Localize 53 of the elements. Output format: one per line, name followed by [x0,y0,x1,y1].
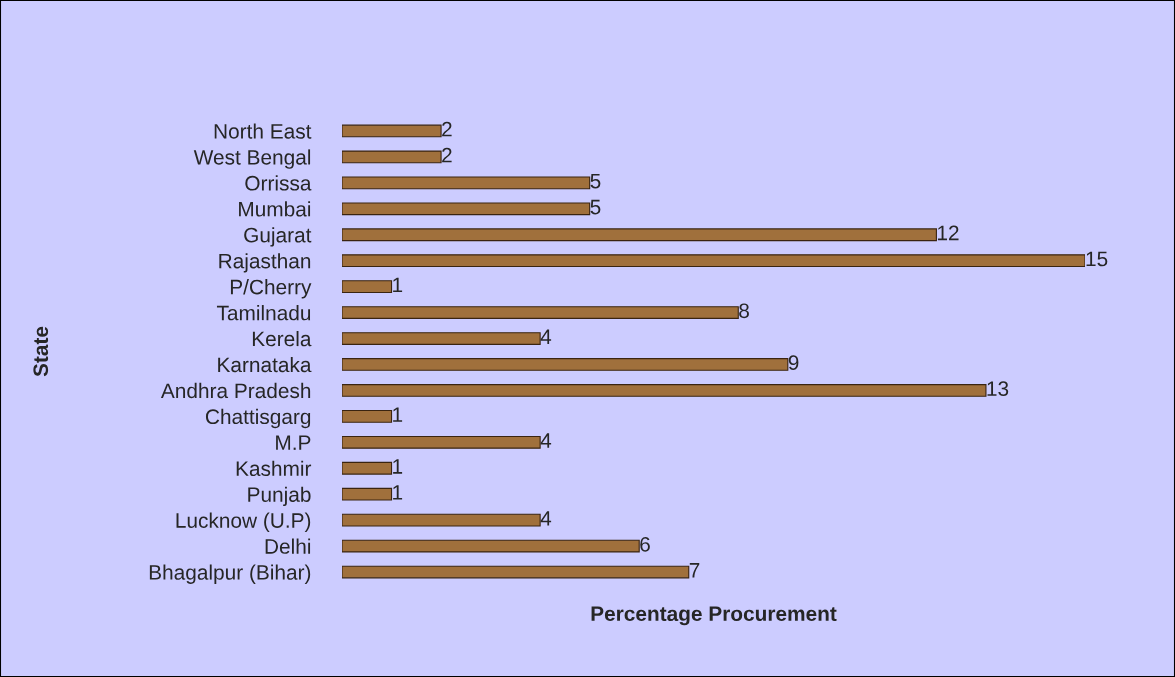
bar [342,176,591,190]
y-tick-label: Bhagalpur (Bihar) [149,564,311,584]
bar [342,280,393,294]
bar [342,539,640,553]
data-label: 7 [689,563,700,578]
bar [342,358,789,371]
y-tick-label: Gujarat [244,227,312,247]
data-label: 1 [393,485,403,500]
data-label: 9 [788,355,799,371]
bar [342,202,591,216]
data-label: 1 [393,277,403,293]
y-tick-label: Lucknow (U.P) [176,512,311,532]
data-label: 5 [590,173,601,189]
data-label: 13 [987,381,1009,397]
y-tick-label: Tamilnadu [216,305,311,321]
data-label: 2 [442,147,452,163]
y-tick-label: P/Cherry [230,279,312,299]
bar [342,150,442,164]
y-tick-label: North East [214,123,312,139]
bar [342,228,937,242]
data-label: 1 [393,459,403,474]
bar [342,565,690,579]
data-label: 2 [442,121,452,137]
y-tick-label: Punjab [248,486,311,507]
bar [342,487,393,501]
y-tick-label: Kashmir [236,460,312,476]
y-tick-label: Karnataka [218,356,312,373]
y-axis-title: State [33,326,49,377]
y-tick-label: Orrissa [245,175,312,191]
data-label: 5 [590,199,601,215]
y-tick-label: Rajasthan [219,253,311,273]
y-tick-label: Kerela [252,330,312,347]
data-label: 15 [1086,251,1108,267]
data-label: 6 [640,536,650,552]
data-label: 8 [739,303,749,319]
bar [342,254,1085,268]
bar [342,384,987,397]
y-tick-label: M.P [276,435,311,450]
bar [342,332,541,345]
bar [342,461,393,475]
data-label: 12 [937,225,959,241]
x-axis-title: Percentage Procurement [591,606,837,626]
bar [342,513,541,527]
y-tick-label: Mumbai [239,201,311,217]
bar [342,409,393,423]
y-tick-label: Chattisgarg [205,408,311,429]
y-tick-label: West Bengal [193,149,311,169]
bar [342,435,541,449]
y-tick-label: Delhi [265,538,311,554]
y-tick-label: Andhra Pradesh [160,382,311,399]
bar [342,306,739,319]
data-label: 1 [393,407,403,422]
bar [342,124,442,138]
